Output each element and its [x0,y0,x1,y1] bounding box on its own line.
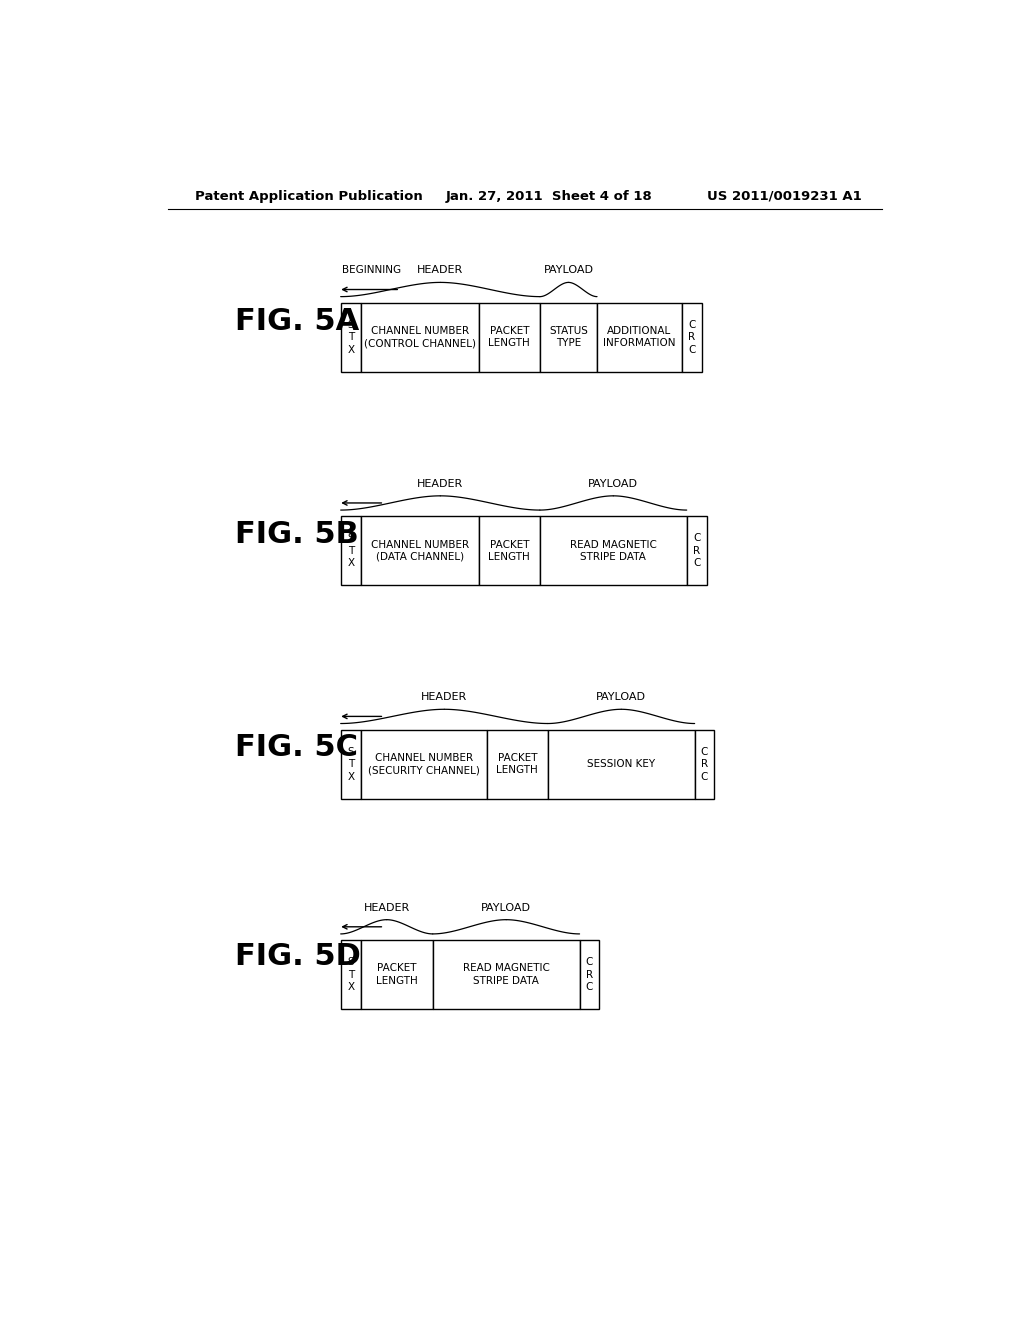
Text: S
T
X: S T X [347,533,354,568]
Text: READ MAGNETIC
STRIPE DATA: READ MAGNETIC STRIPE DATA [463,964,550,986]
Bar [548,730,694,799]
Text: PAYLOAD: PAYLOAD [481,903,531,912]
Text: C
R
C: C R C [693,533,700,568]
Text: PACKET
LENGTH: PACKET LENGTH [497,752,539,775]
Text: C
R
C: C R C [586,957,593,991]
Bar [479,302,540,372]
Text: S
T
X: S T X [347,319,354,355]
Bar [540,516,687,585]
Bar [341,940,361,1008]
Text: BEGINNING: BEGINNING [342,265,401,276]
Bar [361,302,479,372]
Text: FIG. 5C: FIG. 5C [236,734,358,763]
Bar [597,302,682,372]
Text: SESSION KEY: SESSION KEY [587,759,655,770]
Text: Jan. 27, 2011  Sheet 4 of 18: Jan. 27, 2011 Sheet 4 of 18 [445,190,652,202]
Text: HEADER: HEADER [421,692,467,702]
Text: FIG. 5B: FIG. 5B [236,520,358,549]
Bar [361,516,479,585]
Text: PAYLOAD: PAYLOAD [596,692,646,702]
Text: ADDITIONAL
INFORMATION: ADDITIONAL INFORMATION [603,326,676,348]
Bar [433,940,580,1008]
Text: C
R
C: C R C [700,747,709,781]
Text: PAYLOAD: PAYLOAD [588,479,638,488]
Bar [694,730,715,799]
Bar [486,730,548,799]
Bar [341,516,361,585]
Bar [682,302,701,372]
Text: READ MAGNETIC
STRIPE DATA: READ MAGNETIC STRIPE DATA [569,540,656,562]
Text: CHANNEL NUMBER
(SECURITY CHANNEL): CHANNEL NUMBER (SECURITY CHANNEL) [368,752,480,775]
Bar [341,302,361,372]
Text: C
R
C: C R C [688,319,695,355]
Bar [479,516,540,585]
Text: CHANNEL NUMBER
(CONTROL CHANNEL): CHANNEL NUMBER (CONTROL CHANNEL) [365,326,476,348]
Text: S
T
X: S T X [347,747,354,781]
Text: FIG. 5A: FIG. 5A [236,306,359,335]
Bar [341,730,361,799]
Text: PACKET
LENGTH: PACKET LENGTH [488,326,530,348]
Text: HEADER: HEADER [417,479,464,488]
Text: US 2011/0019231 A1: US 2011/0019231 A1 [708,190,862,202]
Bar [687,516,707,585]
Text: PAYLOAD: PAYLOAD [544,265,594,276]
Text: STATUS
TYPE: STATUS TYPE [549,326,588,348]
Text: CHANNEL NUMBER
(DATA CHANNEL): CHANNEL NUMBER (DATA CHANNEL) [371,540,469,562]
Bar [361,730,486,799]
Text: HEADER: HEADER [364,903,410,912]
Text: PACKET
LENGTH: PACKET LENGTH [376,964,418,986]
Text: HEADER: HEADER [417,265,464,276]
Text: FIG. 5D: FIG. 5D [236,941,361,970]
Bar [580,940,599,1008]
Bar [361,940,433,1008]
Bar [540,302,597,372]
Text: S
T
X: S T X [347,957,354,991]
Text: Patent Application Publication: Patent Application Publication [196,190,423,202]
Text: PACKET
LENGTH: PACKET LENGTH [488,540,530,562]
